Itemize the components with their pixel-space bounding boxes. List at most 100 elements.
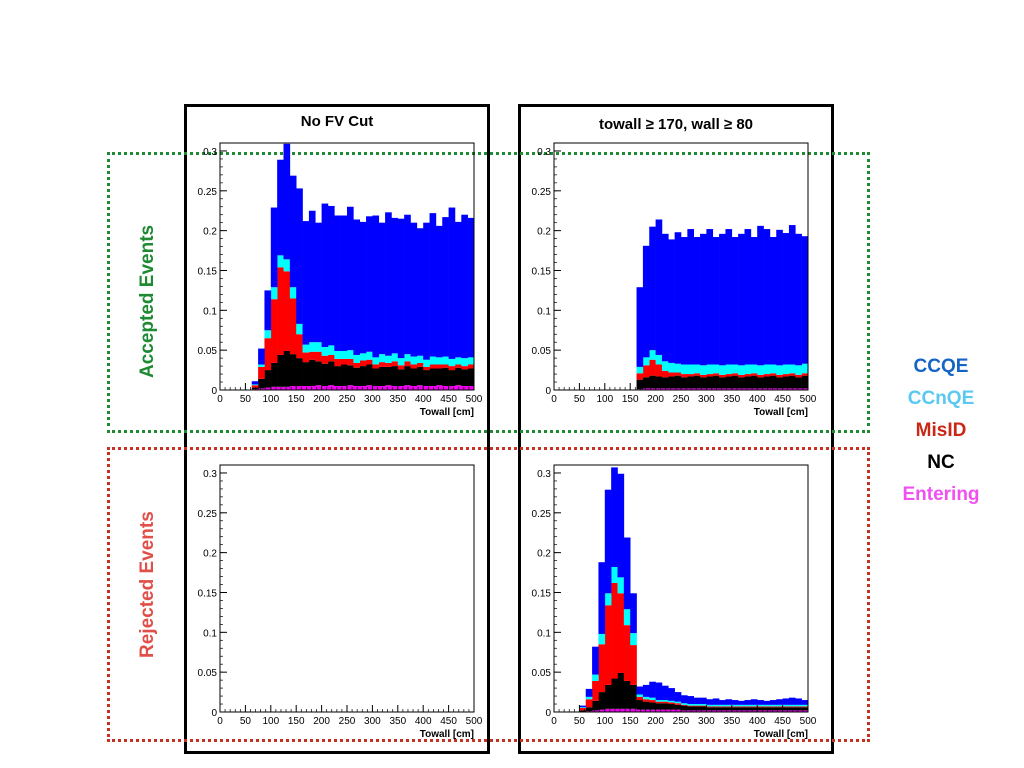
bar-nc-17: [661, 377, 669, 389]
bar-ccqe-13: [636, 686, 644, 695]
bar-misid-21: [687, 705, 694, 707]
x-tick-label: 400: [749, 716, 766, 727]
y-tick-label: 0.05: [532, 668, 552, 679]
bar-ccqe-39: [801, 236, 809, 364]
bar-misid-28: [397, 365, 405, 370]
bar-ccqe-26: [385, 212, 392, 356]
bar-ccqe-4: [579, 705, 587, 708]
bar-entering-19: [674, 709, 682, 712]
bar-misid-12: [296, 334, 303, 359]
x-tick-label: 50: [574, 716, 586, 727]
bar-entering-32: [757, 388, 764, 390]
bar-ccqe-8: [270, 207, 278, 288]
bar-nc-14: [642, 701, 650, 710]
bar-misid-20: [347, 358, 354, 366]
x-tick-label: 250: [339, 394, 356, 405]
bar-ccnqe-13: [636, 694, 644, 697]
bar-ccqe-16: [655, 682, 663, 701]
y-tick-label: 0.1: [537, 628, 551, 639]
bar-ccqe-28: [731, 237, 739, 365]
y-tick-label: 0.2: [203, 227, 217, 238]
bar-ccqe-28: [397, 218, 405, 359]
bar-misid-36: [782, 374, 790, 377]
bar-nc-28: [731, 375, 739, 389]
x-tick-label: 50: [240, 716, 252, 727]
bar-misid-28: [731, 373, 739, 376]
chart-rejected-no-fv-cut: 0 0.05 0.1 0.15 0.2 0.25 0.3 0 50 100 150 200 250 300…: [198, 464, 483, 740]
bar-misid-9: [611, 582, 618, 679]
bar-nc-16: [655, 376, 663, 389]
bar-misid-39: [801, 373, 809, 376]
bar-misid-9: [277, 267, 284, 355]
x-tick-label: 400: [415, 394, 432, 405]
bar-entering-26: [719, 388, 726, 390]
bar-entering-13: [302, 386, 310, 390]
bar-misid-38: [461, 366, 468, 370]
bar-nc-37: [454, 367, 462, 386]
bar-nc-9: [611, 678, 618, 709]
bar-misid-27: [725, 706, 733, 708]
x-tick-label: 150: [622, 716, 639, 727]
bar-ccqe-13: [302, 221, 310, 345]
chart-rejected-fv-cut: 0 0.05 0.1 0.15 0.2 0.25 0.3 0 50 100 150 200 250 300…: [532, 464, 817, 740]
bar-entering-35: [442, 386, 449, 390]
x-tick-label: 300: [698, 716, 715, 727]
bar-ccnqe-24: [706, 704, 714, 707]
bar-misid-15: [649, 359, 656, 376]
bar-entering-18: [334, 386, 341, 390]
bar-entering-37: [788, 710, 796, 712]
bar-entering-7: [598, 709, 606, 712]
bar-nc-22: [693, 375, 701, 389]
bar-entering-23: [700, 710, 707, 712]
bar-ccqe-31: [750, 699, 758, 705]
bar-nc-17: [327, 361, 335, 386]
x-tick-label: 300: [364, 394, 381, 405]
bar-ccqe-25: [378, 222, 386, 355]
bar-ccnqe-32: [423, 359, 430, 367]
bar-entering-38: [461, 386, 468, 390]
bar-entering-21: [353, 386, 360, 390]
bar-entering-6: [258, 388, 265, 390]
bar-entering-17: [661, 388, 669, 390]
x-tick-label: 100: [262, 394, 279, 405]
bar-entering-16: [321, 386, 329, 390]
bar-ccnqe-14: [642, 357, 650, 366]
bar-ccnqe-31: [416, 355, 424, 363]
bar-ccnqe-34: [769, 704, 777, 707]
bar-misid-33: [429, 364, 437, 369]
bar-entering-6: [592, 710, 599, 712]
y-tick-label: 0: [211, 708, 217, 719]
bar-ccqe-15: [649, 681, 656, 698]
bar-ccqe-18: [668, 239, 675, 363]
bar-nc-35: [776, 377, 783, 389]
bar-ccqe-5: [251, 381, 259, 385]
bar-ccqe-11: [289, 175, 297, 288]
y-tick-label: 0.15: [198, 266, 218, 277]
bar-misid-5: [251, 385, 259, 388]
bar-nc-18: [668, 704, 675, 710]
bar-misid-37: [788, 706, 796, 708]
bar-ccqe-9: [277, 159, 284, 256]
bar-entering-34: [769, 710, 777, 712]
bar-ccnqe-25: [712, 704, 720, 707]
y-tick-label: 0.3: [537, 147, 551, 158]
y-tick-label: 0.25: [198, 187, 218, 198]
bar-misid-22: [693, 373, 701, 376]
bar-ccnqe-20: [681, 364, 688, 375]
bar-ccnqe-38: [795, 365, 802, 375]
bar-misid-20: [681, 704, 688, 706]
bar-ccnqe-33: [429, 356, 437, 365]
bar-nc-36: [782, 376, 790, 389]
bar-ccnqe-37: [788, 364, 796, 374]
bar-entering-34: [435, 385, 443, 390]
bar-ccnqe-37: [788, 704, 796, 707]
bar-nc-25: [712, 707, 720, 711]
bar-entering-32: [757, 710, 764, 712]
bar-ccnqe-30: [410, 356, 418, 365]
y-tick-label: 0.25: [532, 187, 552, 198]
bar-ccqe-11: [623, 537, 631, 610]
bar-entering-37: [454, 385, 462, 390]
bar-nc-25: [712, 375, 720, 389]
bar-misid-21: [353, 362, 360, 368]
bar-ccqe-19: [674, 692, 682, 702]
